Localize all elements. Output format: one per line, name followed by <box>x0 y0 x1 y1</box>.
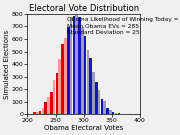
Bar <box>42 108 44 114</box>
Bar <box>53 80 55 114</box>
Bar <box>50 92 53 114</box>
Bar <box>101 99 103 114</box>
Bar <box>115 113 117 114</box>
Bar <box>89 58 92 114</box>
Bar <box>58 59 61 114</box>
Bar <box>64 38 67 114</box>
Bar <box>56 73 58 114</box>
Bar <box>70 17 72 114</box>
Bar <box>39 111 41 114</box>
X-axis label: Obama Electoral Votes: Obama Electoral Votes <box>44 125 123 131</box>
Bar <box>109 109 112 114</box>
Bar <box>44 102 47 114</box>
Bar <box>81 27 84 114</box>
Bar <box>103 102 106 114</box>
Bar <box>47 97 50 114</box>
Bar <box>112 112 114 114</box>
Bar <box>36 112 39 114</box>
Bar <box>92 72 95 114</box>
Bar <box>61 44 64 114</box>
Bar <box>98 90 100 114</box>
Y-axis label: Simulated Elections: Simulated Elections <box>4 30 10 99</box>
Bar <box>33 112 36 114</box>
Bar <box>67 28 69 114</box>
Bar <box>106 108 109 114</box>
Bar <box>78 17 81 114</box>
Text: Obama Likelihood of Winning Today = 73%
Mean Obama EVs = 285
Standard Deviation : Obama Likelihood of Winning Today = 73% … <box>67 17 180 35</box>
Bar <box>75 15 78 114</box>
Bar <box>84 36 86 114</box>
Title: Electoral Vote Distribution: Electoral Vote Distribution <box>29 4 139 13</box>
Bar <box>118 113 120 114</box>
Bar <box>73 16 75 114</box>
Bar <box>95 82 98 114</box>
Bar <box>87 50 89 114</box>
